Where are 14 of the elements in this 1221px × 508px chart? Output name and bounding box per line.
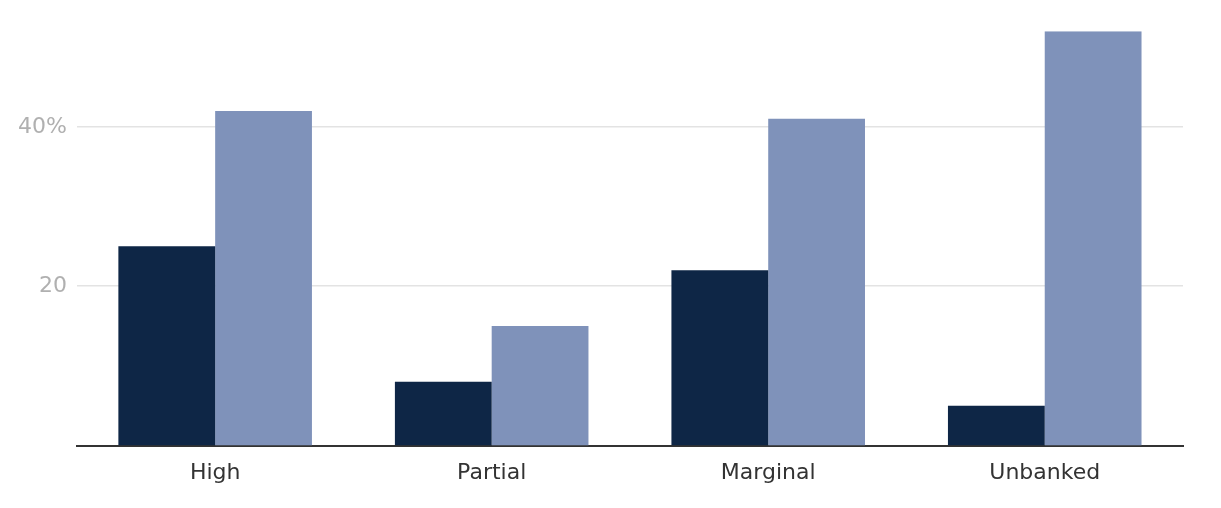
- bar: [118, 246, 216, 446]
- x-tick-label: Partial: [457, 458, 527, 484]
- bar: [1044, 31, 1142, 446]
- bar: [491, 326, 589, 446]
- bar: [394, 381, 492, 446]
- x-tick-label: High: [189, 458, 241, 484]
- bar: [215, 110, 312, 446]
- x-tick-label: Marginal: [720, 458, 816, 484]
- x-tick-label: Unbanked: [989, 458, 1101, 484]
- y-tick-label: 40%: [17, 112, 67, 138]
- bar: [947, 405, 1045, 446]
- bar: [768, 118, 865, 446]
- y-tick-label: 20: [38, 271, 67, 297]
- bar: [671, 270, 769, 446]
